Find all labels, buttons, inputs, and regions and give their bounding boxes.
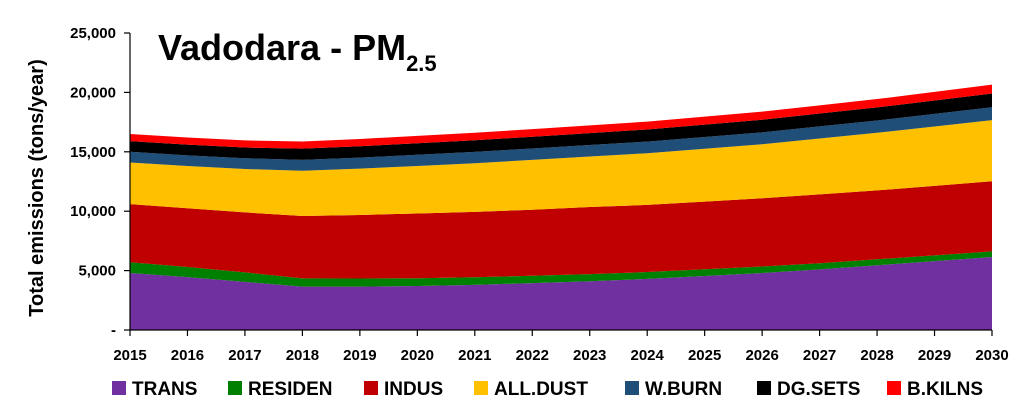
x-tick-label: 2015 xyxy=(113,347,146,364)
y-tick-label: 15,000 xyxy=(70,144,116,161)
area-b-kilns xyxy=(130,84,992,149)
x-tick-label: 2028 xyxy=(860,347,893,364)
legend-label: W.BURN xyxy=(645,379,722,400)
chart-title: Vadodara - PM2.5 xyxy=(158,27,437,76)
x-tick-label: 2027 xyxy=(803,347,836,364)
area-trans xyxy=(130,256,992,330)
legend-label: RESIDEN xyxy=(248,379,332,400)
axes xyxy=(129,33,992,331)
x-ticks: 2015 2016 2017 2018 2019 2020 2021 2022 2023 2024… xyxy=(113,330,1009,364)
y-tick-label: 20,000 xyxy=(70,84,116,101)
legend-item-w-burn: W.BURN xyxy=(625,379,722,400)
legend-swatch xyxy=(474,381,488,395)
x-tick-label: 2021 xyxy=(458,347,491,364)
x-tick-label: 2024 xyxy=(631,347,665,364)
legend-item-indus: INDUS xyxy=(364,379,443,400)
legend-label: TRANS xyxy=(132,379,197,400)
y-tick-label: - xyxy=(111,322,116,339)
legend-label: DG.SETS xyxy=(777,379,860,400)
legend-item-residen: RESIDEN xyxy=(228,379,332,400)
y-axis-label: Total emissions (tons/year) xyxy=(26,59,48,316)
x-tick-label: 2017 xyxy=(228,347,261,364)
y-tick-label: 25,000 xyxy=(70,25,116,42)
stacked-areas xyxy=(130,84,992,330)
x-tick-label: 2018 xyxy=(286,347,319,364)
x-tick-label: 2026 xyxy=(745,347,778,364)
legend-swatch xyxy=(364,381,378,395)
area-residen xyxy=(130,251,992,287)
x-tick-label: 2029 xyxy=(918,347,951,364)
chart-title-main: Vadodara - PM xyxy=(158,27,406,68)
legend-item-trans: TRANS xyxy=(112,379,197,400)
y-ticks: - 5,000 10,000 15,000 20,000 25,000 xyxy=(70,25,130,339)
legend-swatch xyxy=(228,381,242,395)
x-tick-label: 2019 xyxy=(343,347,376,364)
legend-swatch xyxy=(625,381,639,395)
x-tick-label: 2023 xyxy=(573,347,606,364)
area-indus xyxy=(130,181,992,279)
area-dg-sets xyxy=(130,93,992,160)
legend-swatch xyxy=(887,381,901,395)
legend-label: INDUS xyxy=(384,379,443,400)
area-w-burn xyxy=(130,107,992,171)
legend-label: ALL.DUST xyxy=(494,379,588,400)
chart-title-subscript: 2.5 xyxy=(406,51,437,76)
legend-swatch xyxy=(112,381,126,395)
legend-item-b-kilns: B.KILNS xyxy=(887,379,983,400)
y-tick-label: 10,000 xyxy=(70,203,116,220)
legend-label: B.KILNS xyxy=(907,379,983,400)
x-tick-label: 2016 xyxy=(171,347,204,364)
x-tick-label: 2022 xyxy=(516,347,549,364)
x-tick-label: 2020 xyxy=(401,347,434,364)
x-tick-label: 2025 xyxy=(688,347,721,364)
legend-item-dg-sets: DG.SETS xyxy=(757,379,860,400)
legend-item-all-dust: ALL.DUST xyxy=(474,379,588,400)
legend-swatch xyxy=(757,381,771,395)
x-tick-label: 2030 xyxy=(975,347,1008,364)
legend: TRANS RESIDEN INDUS ALL.DUST W.BURN DG.SETS B.… xyxy=(112,379,983,400)
area-all-dust xyxy=(130,120,992,216)
y-tick-label: 5,000 xyxy=(78,263,116,280)
